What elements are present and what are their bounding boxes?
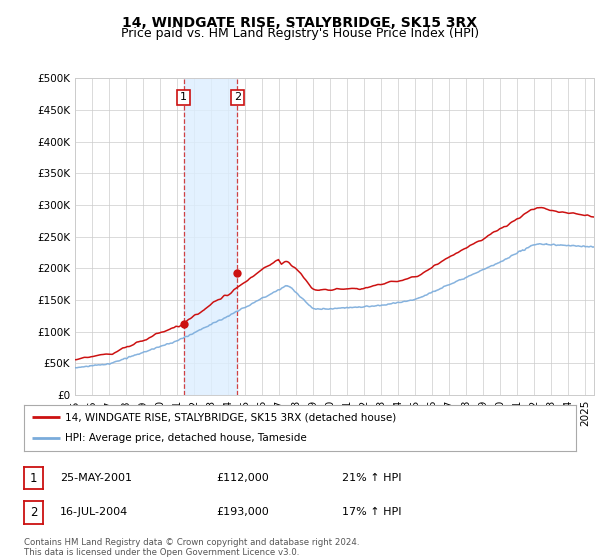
Text: Contains HM Land Registry data © Crown copyright and database right 2024.
This d: Contains HM Land Registry data © Crown c… (24, 538, 359, 557)
Text: HPI: Average price, detached house, Tameside: HPI: Average price, detached house, Tame… (65, 433, 307, 444)
Text: £112,000: £112,000 (216, 473, 269, 483)
Text: 14, WINDGATE RISE, STALYBRIDGE, SK15 3RX: 14, WINDGATE RISE, STALYBRIDGE, SK15 3RX (122, 16, 478, 30)
Text: 2: 2 (30, 506, 37, 519)
Text: Price paid vs. HM Land Registry's House Price Index (HPI): Price paid vs. HM Land Registry's House … (121, 27, 479, 40)
Text: 16-JUL-2004: 16-JUL-2004 (60, 507, 128, 517)
Bar (184, 78, 238, 395)
Text: 17% ↑ HPI: 17% ↑ HPI (342, 507, 401, 517)
Text: 1: 1 (180, 92, 187, 102)
Text: 25-MAY-2001: 25-MAY-2001 (60, 473, 132, 483)
Text: 1: 1 (30, 472, 37, 485)
Text: 21% ↑ HPI: 21% ↑ HPI (342, 473, 401, 483)
Text: 2: 2 (234, 92, 241, 102)
Text: 14, WINDGATE RISE, STALYBRIDGE, SK15 3RX (detached house): 14, WINDGATE RISE, STALYBRIDGE, SK15 3RX… (65, 412, 397, 422)
Text: £193,000: £193,000 (216, 507, 269, 517)
